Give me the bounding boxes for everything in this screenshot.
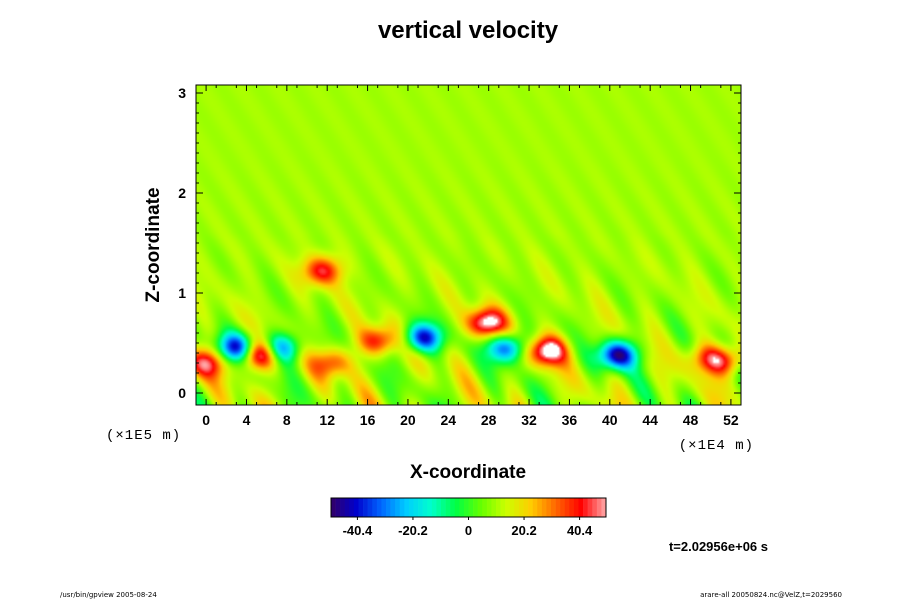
colorbar-cell xyxy=(583,498,588,517)
colorbar-cell xyxy=(335,498,341,517)
colorbar-cell xyxy=(376,498,382,517)
x-axis-label: X-coordinate xyxy=(410,462,526,483)
y-tick-label: 1 xyxy=(178,285,186,301)
plot-area xyxy=(195,84,742,406)
colorbar-cell xyxy=(367,498,373,517)
colorbar-tick-label: 40.4 xyxy=(567,523,593,538)
x-unit-label: (×1E4 m) xyxy=(679,438,754,454)
y-tick-label: 2 xyxy=(178,185,186,201)
colorbar-cell xyxy=(509,498,515,517)
colorbar-cell xyxy=(601,498,607,517)
colorbar-cell xyxy=(340,498,346,517)
x-tick-label: 16 xyxy=(360,412,376,428)
x-tick-label: 36 xyxy=(562,412,578,428)
colorbar-cell xyxy=(491,498,497,517)
x-axis-ticks: 0 4 8 12 16 20 24 28 32 36 40 44 48 52 xyxy=(202,85,739,428)
time-stamp: t=2.02956e+06 s xyxy=(669,539,768,554)
x-tick-label: 12 xyxy=(319,412,335,428)
colorbar-cell xyxy=(546,498,552,517)
colorbar-cell xyxy=(450,498,456,517)
colorbar-cell xyxy=(441,498,446,517)
footer-left: /usr/bin/gpview 2005-08-24 xyxy=(60,591,157,599)
colorbar-cell xyxy=(486,498,492,517)
colorbar-cell xyxy=(436,498,442,517)
colorbar-cell xyxy=(427,498,433,517)
y-tick-label: 0 xyxy=(178,385,186,401)
colorbar-tick-label: -20.2 xyxy=(398,523,428,538)
colorbar-cell xyxy=(573,498,579,517)
colorbar-tick-label: 0 xyxy=(465,523,472,538)
colorbar-cell xyxy=(587,498,593,517)
colorbar-cell xyxy=(496,498,501,517)
colorbar-tick-label: -40.4 xyxy=(343,523,373,538)
colorbar-cell xyxy=(523,498,529,517)
y-axis-ticks: 0 1 2 3 xyxy=(178,85,741,401)
colorbar-cell xyxy=(431,498,437,517)
colorbar-cell xyxy=(331,498,336,517)
x-tick-label: 52 xyxy=(723,412,739,428)
colorbar-cell xyxy=(418,498,423,517)
colorbar-cell xyxy=(578,498,584,517)
x-tick-label: 32 xyxy=(521,412,537,428)
x-tick-label: 48 xyxy=(683,412,699,428)
colorbar-cell xyxy=(363,498,368,517)
colorbar-cell xyxy=(518,498,524,517)
colorbar-cell xyxy=(528,498,533,517)
colorbar-cell xyxy=(560,498,566,517)
plot-frame xyxy=(195,84,742,406)
heatmap-field xyxy=(196,85,741,405)
colorbar-cell xyxy=(381,498,387,517)
x-tick-label: 40 xyxy=(602,412,618,428)
colorbar-cell xyxy=(569,498,575,517)
colorbar-cell xyxy=(477,498,483,517)
colorbar-cell xyxy=(564,498,570,517)
colorbar-cell xyxy=(505,498,511,517)
colorbar-tick-label: 20.2 xyxy=(511,523,536,538)
x-tick-label: 4 xyxy=(243,412,251,428)
x-tick-label: 28 xyxy=(481,412,497,428)
colorbar-cell xyxy=(537,498,543,517)
colorbar-cell xyxy=(349,498,355,517)
colorbar-cell xyxy=(500,498,506,517)
x-tick-label: 8 xyxy=(283,412,291,428)
x-tick-label: 20 xyxy=(400,412,416,428)
colorbar-cell xyxy=(555,498,561,517)
colorbar-cell xyxy=(395,498,401,517)
x-tick-label: 24 xyxy=(441,412,457,428)
colorbar-cell xyxy=(596,498,602,517)
colorbar-cell xyxy=(473,498,478,517)
colorbar-cell xyxy=(413,498,419,517)
colorbar-cell xyxy=(514,498,520,517)
colorbar-cell xyxy=(390,498,396,517)
colorbar-cell xyxy=(386,498,391,517)
colorbar-cell xyxy=(454,498,460,517)
colorbar-cell xyxy=(532,498,538,517)
colorbar-cell xyxy=(468,498,474,517)
chart-title: vertical velocity xyxy=(378,17,559,44)
colorbar-cell xyxy=(592,498,598,517)
colorbar-cell xyxy=(459,498,465,517)
colorbar-cell xyxy=(541,498,547,517)
colorbar-cell xyxy=(463,498,469,517)
colorbar-cell xyxy=(482,498,488,517)
colorbar-cell xyxy=(445,498,451,517)
colorbar-cell xyxy=(422,498,428,517)
colorbar-cell xyxy=(404,498,410,517)
x-tick-label: 44 xyxy=(642,412,658,428)
y-tick-label: 3 xyxy=(178,85,186,101)
colorbar-cell xyxy=(358,498,364,517)
footer-right: arare-all 20050824.nc@VelZ,t=2029560 xyxy=(700,591,842,599)
colorbar-cell xyxy=(551,498,556,517)
colorbar: -40.4 -20.2 0 20.2 40.4 xyxy=(330,497,607,538)
colorbar-cell xyxy=(408,498,414,517)
y-axis-label: Z-coordinate xyxy=(143,187,164,302)
colorbar-cell xyxy=(399,498,405,517)
colorbar-cell xyxy=(344,498,350,517)
x-tick-label: 0 xyxy=(202,412,210,428)
colorbar-cell xyxy=(353,498,359,517)
y-unit-label: (×1E5 m) xyxy=(106,428,181,444)
colorbar-cell xyxy=(372,498,378,517)
